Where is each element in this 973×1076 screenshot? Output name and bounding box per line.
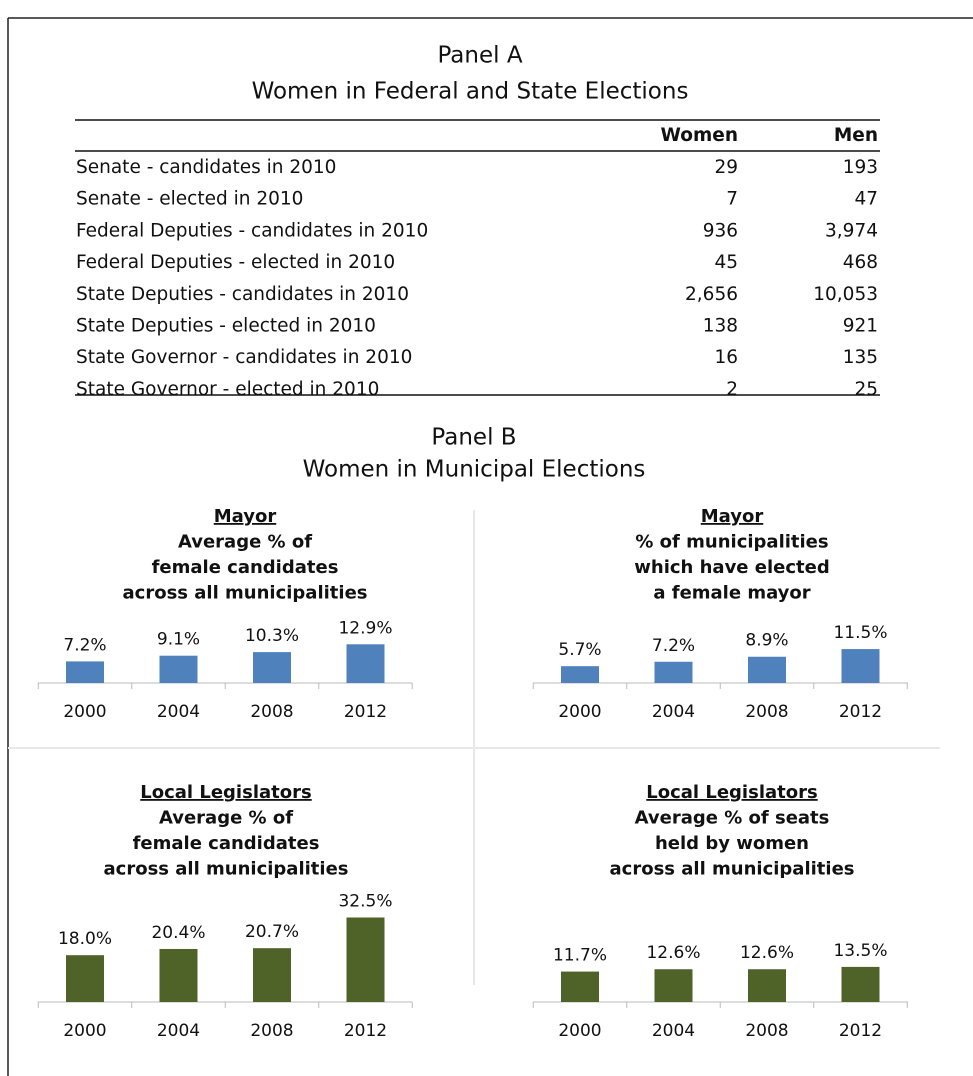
bar bbox=[253, 652, 291, 683]
x-tick-label: 2004 bbox=[157, 1021, 200, 1041]
row-label: State Governor - candidates in 2010 bbox=[76, 347, 412, 368]
bar bbox=[748, 969, 786, 1002]
column-header: Men bbox=[834, 125, 878, 146]
chart-subtitle: a female mayor bbox=[653, 583, 810, 604]
cell: 47 bbox=[854, 189, 878, 210]
x-tick-label: 2004 bbox=[652, 702, 695, 722]
cell: 25 bbox=[854, 379, 878, 400]
cell: 10,053 bbox=[813, 284, 878, 305]
chart-subtitle: across all municipalities bbox=[610, 859, 855, 880]
bar bbox=[346, 644, 385, 683]
chart-subtitle: Average % of bbox=[159, 808, 293, 829]
data-label: 32.5% bbox=[338, 892, 392, 912]
x-tick-label: 2008 bbox=[745, 1021, 788, 1041]
cell: 2,656 bbox=[685, 284, 738, 305]
x-tick-label: 2004 bbox=[157, 702, 200, 722]
data-label: 12.6% bbox=[646, 943, 700, 963]
data-label: 12.9% bbox=[338, 618, 392, 638]
x-tick-label: 2008 bbox=[250, 702, 293, 722]
cell: 7 bbox=[726, 189, 738, 210]
chart-subtitle: Average % of seats bbox=[635, 808, 830, 829]
row-label: Federal Deputies - candidates in 2010 bbox=[76, 220, 428, 241]
cell: 936 bbox=[703, 220, 738, 241]
chart-title: Local Legislators bbox=[646, 782, 817, 803]
x-tick-label: 2012 bbox=[344, 702, 387, 722]
chart-title: Mayor bbox=[701, 506, 764, 527]
bar bbox=[253, 948, 291, 1002]
x-tick-label: 2004 bbox=[652, 1021, 695, 1041]
row-label: Senate - elected in 2010 bbox=[76, 189, 303, 210]
data-label: 18.0% bbox=[58, 929, 112, 949]
chart-subtitle: which have elected bbox=[634, 557, 830, 578]
bar bbox=[654, 661, 693, 683]
bar bbox=[159, 655, 198, 683]
data-label: 9.1% bbox=[157, 630, 200, 650]
chart-subtitle: % of municipalities bbox=[635, 532, 828, 553]
chart-subtitle: across all municipalities bbox=[104, 859, 349, 880]
x-tick-label: 2000 bbox=[63, 702, 106, 722]
bar bbox=[561, 666, 599, 683]
bar bbox=[841, 649, 880, 683]
chart-subtitle: held by women bbox=[655, 833, 809, 854]
x-tick-label: 2000 bbox=[558, 1021, 601, 1041]
chart-subtitle: across all municipalities bbox=[123, 583, 368, 604]
data-label: 13.5% bbox=[833, 941, 887, 961]
x-tick-label: 2000 bbox=[63, 1021, 106, 1041]
bar bbox=[748, 656, 786, 683]
cell: 193 bbox=[843, 157, 878, 178]
x-tick-label: 2000 bbox=[558, 702, 601, 722]
cell: 138 bbox=[703, 316, 738, 337]
chart-title: Local Legislators bbox=[140, 782, 311, 803]
cell: 29 bbox=[714, 157, 738, 178]
cell: 3,974 bbox=[825, 220, 878, 241]
cell: 135 bbox=[843, 347, 878, 368]
chart-subtitle: female candidates bbox=[133, 833, 320, 854]
chart-subtitle: Average % of bbox=[178, 532, 312, 553]
row-label: State Governor - elected in 2010 bbox=[76, 379, 379, 400]
x-tick-label: 2012 bbox=[344, 1021, 387, 1041]
chart-subtitle: female candidates bbox=[152, 557, 339, 578]
cell: 45 bbox=[714, 252, 738, 273]
cell: 468 bbox=[843, 252, 878, 273]
data-label: 20.7% bbox=[245, 922, 299, 942]
data-label: 8.9% bbox=[745, 631, 788, 651]
data-label: 12.6% bbox=[740, 943, 794, 963]
cell: 2 bbox=[726, 379, 738, 400]
data-label: 20.4% bbox=[151, 923, 205, 943]
x-tick-label: 2012 bbox=[839, 1021, 882, 1041]
panel-title: Panel B bbox=[431, 425, 516, 451]
data-label: 11.7% bbox=[553, 946, 607, 966]
x-tick-label: 2008 bbox=[745, 702, 788, 722]
cell: 921 bbox=[843, 316, 878, 337]
row-label: State Deputies - elected in 2010 bbox=[76, 316, 376, 337]
x-tick-label: 2012 bbox=[839, 702, 882, 722]
data-label: 7.2% bbox=[652, 636, 695, 656]
data-label: 10.3% bbox=[245, 626, 299, 646]
cell: 16 bbox=[714, 347, 738, 368]
bar bbox=[561, 971, 599, 1002]
panel-subtitle: Women in Federal and State Elections bbox=[252, 79, 689, 105]
panel-title: Panel A bbox=[437, 43, 522, 69]
column-header: Women bbox=[661, 125, 738, 146]
chart-title: Mayor bbox=[214, 506, 277, 527]
bar bbox=[346, 917, 385, 1002]
bar bbox=[66, 661, 104, 683]
bar bbox=[159, 948, 198, 1002]
panel-subtitle: Women in Municipal Elections bbox=[303, 457, 646, 483]
row-label: Senate - candidates in 2010 bbox=[76, 157, 336, 178]
data-label: 11.5% bbox=[833, 623, 887, 643]
x-tick-label: 2008 bbox=[250, 1021, 293, 1041]
bar bbox=[841, 966, 880, 1002]
data-label: 5.7% bbox=[558, 640, 601, 660]
row-label: Federal Deputies - elected in 2010 bbox=[76, 252, 395, 273]
bar bbox=[66, 955, 104, 1002]
bar bbox=[654, 969, 693, 1002]
data-label: 7.2% bbox=[63, 635, 106, 655]
row-label: State Deputies - candidates in 2010 bbox=[76, 284, 409, 305]
